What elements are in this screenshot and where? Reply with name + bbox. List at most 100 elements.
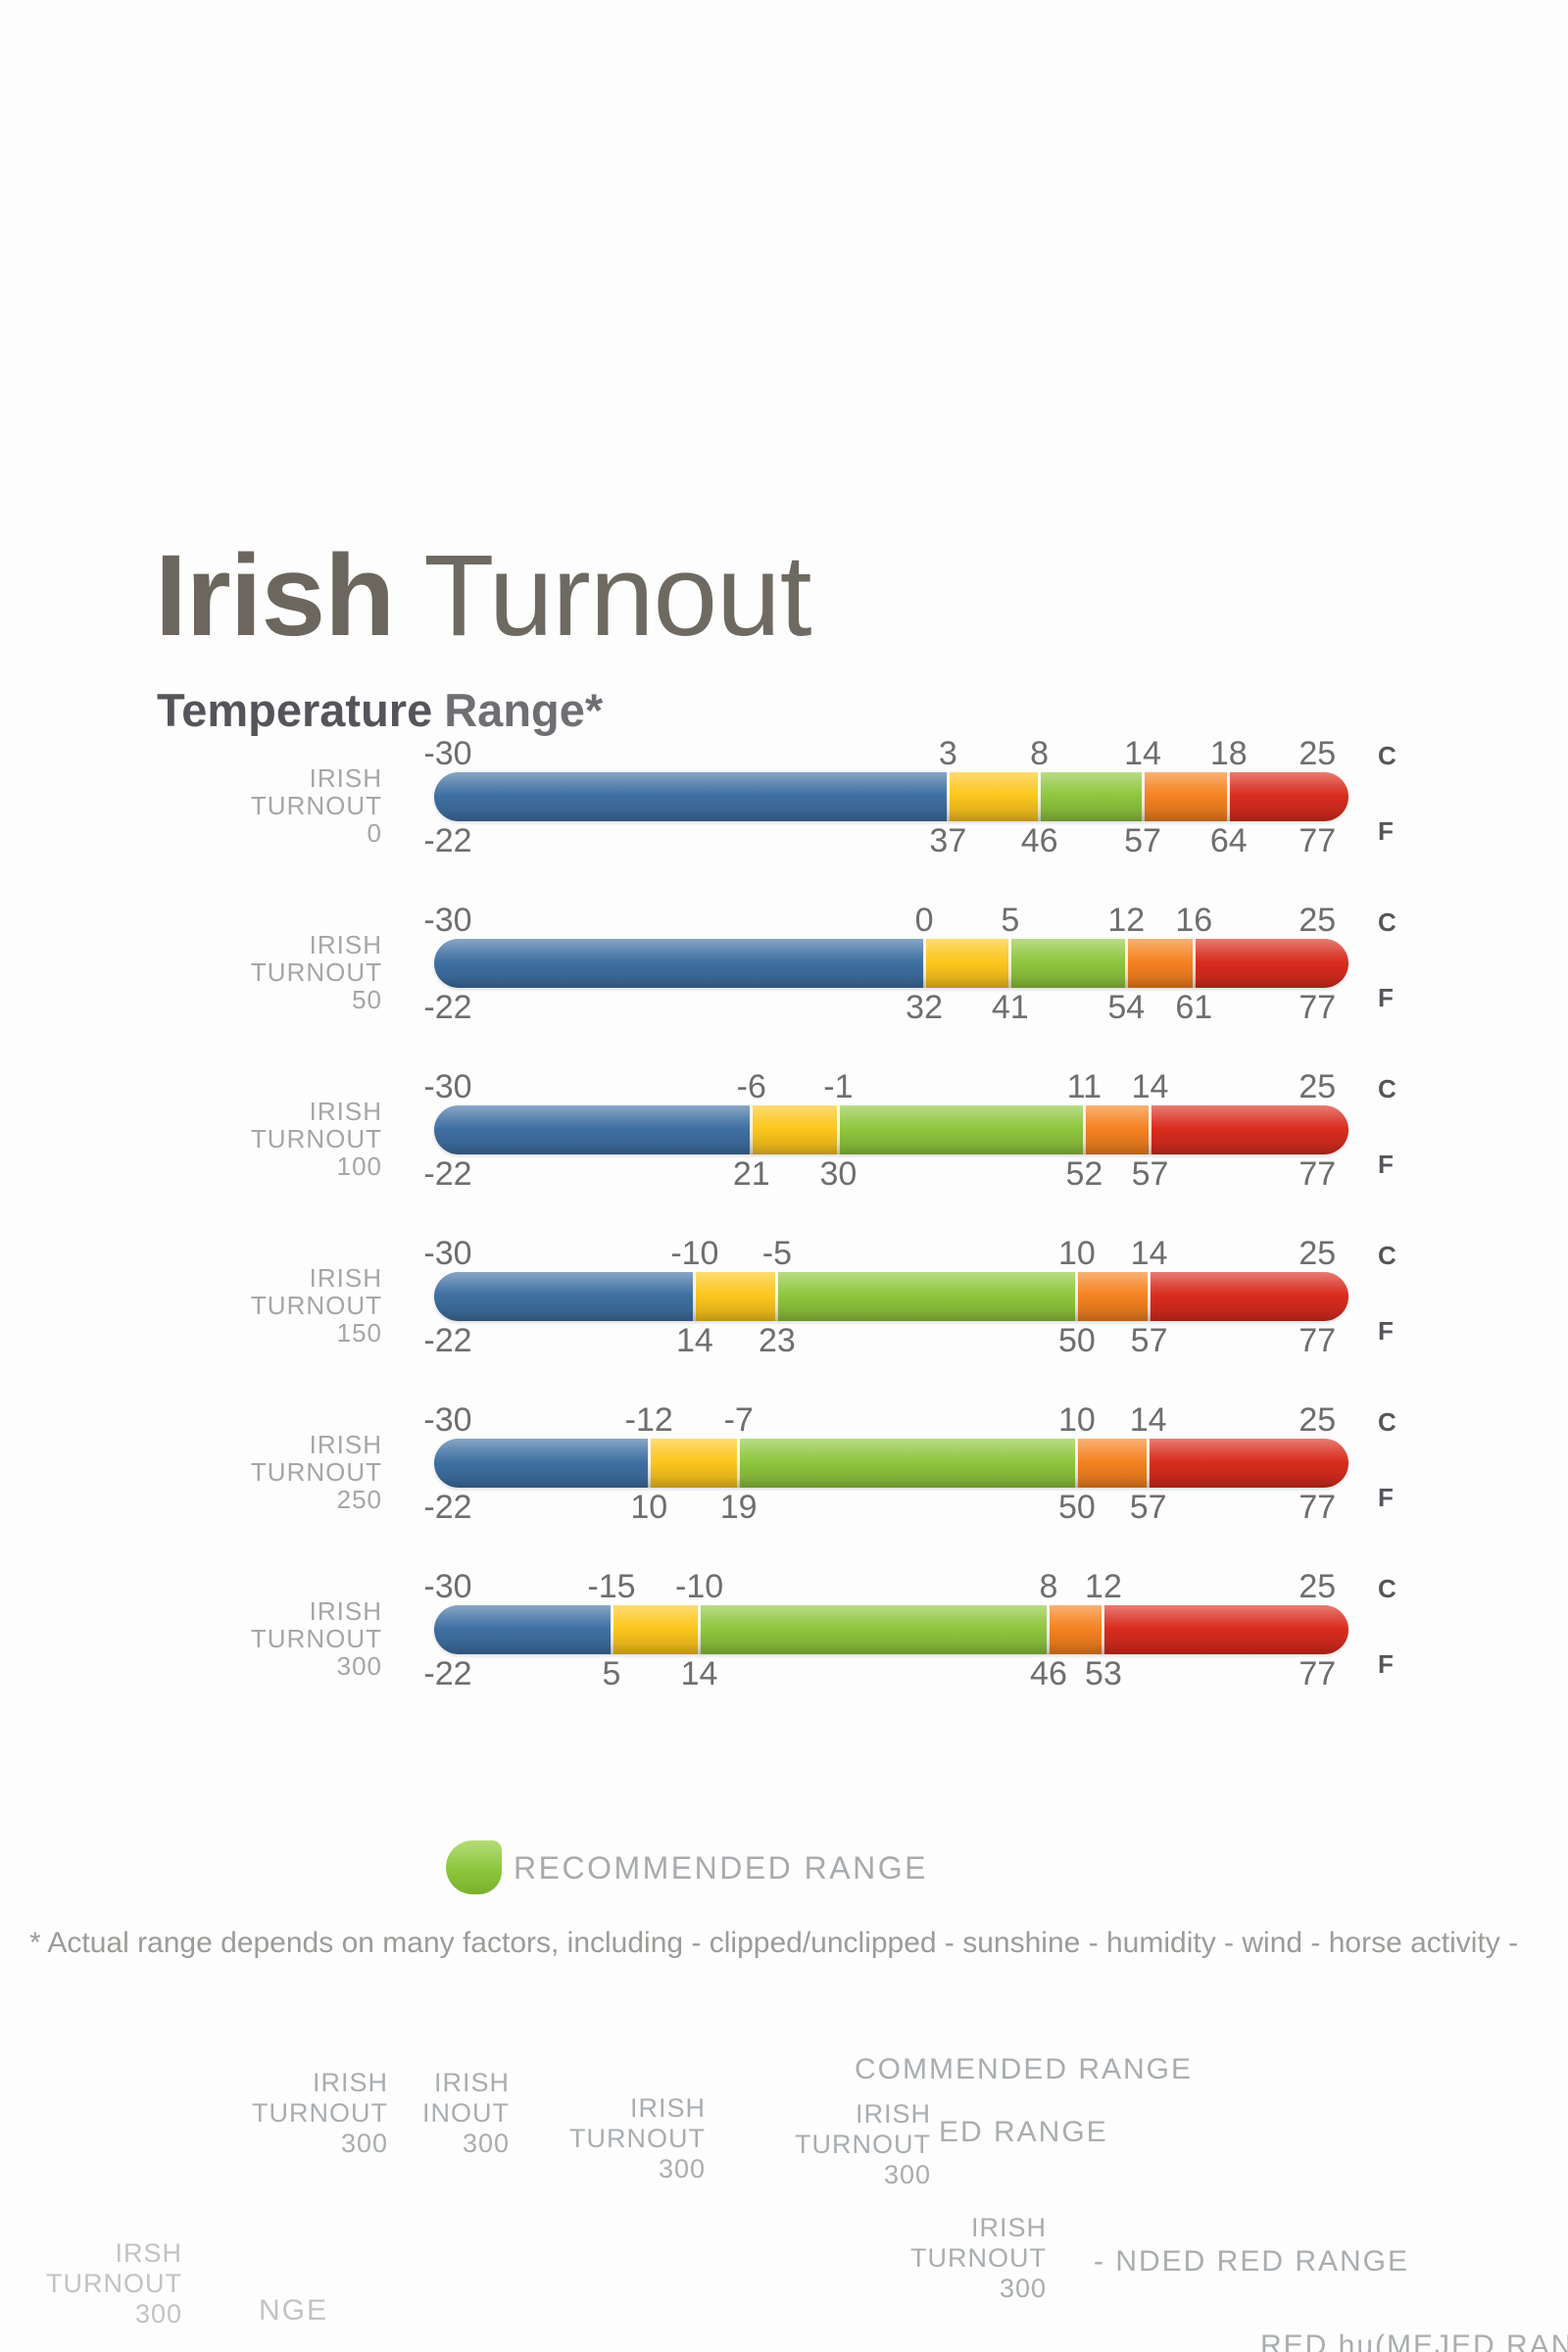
fahrenheit-value: 53 [1085, 1655, 1122, 1692]
product-label-line: 100 [336, 1152, 382, 1181]
ghost-text-line: TURNOUT [46, 2269, 182, 2298]
product-label-line: IRISH [309, 1097, 382, 1126]
celsius-value: 14 [1131, 1068, 1169, 1105]
product-label: IRISH TURNOUT 250 [157, 1431, 382, 1513]
fahrenheit-value: 21 [732, 1155, 770, 1193]
celsius-value: 25 [1298, 1401, 1337, 1439]
segment-yellow [694, 1272, 777, 1321]
ghost-text-line: 300 [134, 2299, 182, 2328]
fahrenheit-value: 37 [929, 822, 967, 859]
fahrenheit-value: 77 [1298, 822, 1337, 859]
product-label-line: 50 [352, 985, 382, 1014]
segment-divider [1148, 1272, 1152, 1321]
page-title-light: Turnout [423, 531, 811, 662]
ghost-text-line: IRISH [312, 2068, 388, 2097]
ghost-text: COMMENDED RANGE [855, 2053, 1194, 2085]
fahrenheit-value: 46 [1020, 822, 1058, 859]
celsius-unit-label: C [1378, 907, 1396, 937]
segment-green [1039, 772, 1144, 821]
segment-green [1009, 939, 1127, 988]
celsius-value: 3 [938, 735, 957, 772]
product-label-line: TURNOUT [250, 791, 382, 820]
fahrenheit-value: 77 [1298, 1655, 1337, 1692]
segment-red [1194, 939, 1348, 988]
ghost-text: ED RANGE [939, 2116, 1108, 2148]
product-label-line: TURNOUT [250, 1624, 382, 1653]
product-label-line: 300 [336, 1651, 382, 1681]
celsius-value: -1 [823, 1068, 854, 1105]
celsius-value: 5 [1001, 902, 1020, 939]
celsius-value: 18 [1209, 735, 1248, 772]
celsius-value: 10 [1057, 1235, 1096, 1272]
fahrenheit-value: -22 [423, 822, 472, 859]
celsius-value: 12 [1085, 1568, 1122, 1605]
fahrenheit-value: 57 [1129, 1489, 1167, 1526]
celsius-unit-label: C [1378, 1241, 1396, 1270]
ghost-text-line: IRISH [970, 2213, 1047, 2242]
bar-gloss [434, 1105, 1348, 1154]
ghost-text-line: 300 [462, 2129, 510, 2158]
segment-divider [1124, 939, 1128, 988]
fahrenheit-unit-label: F [1378, 1483, 1394, 1512]
fahrenheit-value: 64 [1209, 822, 1248, 859]
segment-divider [775, 1272, 779, 1321]
product-label-line: 150 [336, 1318, 382, 1348]
segment-divider [1038, 772, 1042, 821]
fahrenheit-value: 61 [1175, 989, 1213, 1026]
segment-divider [1147, 1439, 1151, 1488]
product-label-line: IRISH [309, 1430, 382, 1459]
celsius-value: 0 [914, 902, 934, 939]
segment-red [1102, 1605, 1348, 1654]
bar-gloss [434, 772, 1348, 821]
segment-divider [737, 1439, 741, 1488]
celsius-value: -10 [670, 1235, 719, 1272]
section-subtitle: Temperature Range* [157, 687, 603, 733]
ghost-text-line: TURNOUT [252, 2098, 388, 2128]
segment-green [838, 1105, 1085, 1154]
celsius-value: 25 [1298, 1068, 1337, 1105]
celsius-value: -7 [723, 1401, 754, 1439]
fahrenheit-value: 30 [819, 1155, 858, 1193]
segment-red [1228, 772, 1348, 821]
product-label-line: 250 [336, 1485, 382, 1514]
temperature-bar [434, 1439, 1348, 1488]
segment-orange [1084, 1105, 1151, 1154]
celsius-value: -30 [423, 1401, 472, 1439]
fahrenheit-value: 14 [680, 1655, 718, 1692]
segment-yellow [924, 939, 1010, 988]
segment-red [1150, 1105, 1348, 1154]
segment-divider [647, 1439, 651, 1488]
celsius-value: -30 [423, 902, 472, 939]
product-label-line: TURNOUT [250, 1124, 382, 1153]
ghost-text: IRISH TURNOUT 300 [851, 2213, 1047, 2304]
fahrenheit-value: 46 [1030, 1655, 1067, 1692]
fahrenheit-value: -22 [423, 989, 472, 1026]
fahrenheit-value: 14 [675, 1322, 713, 1359]
ghost-text: IRSH TURNOUT 300 [0, 2238, 182, 2329]
fahrenheit-value: 19 [719, 1489, 758, 1526]
celsius-unit-label: C [1378, 1074, 1396, 1103]
legend-label: RECOMMENDED RANGE [514, 1850, 928, 1886]
subtitle-light: Range* [444, 684, 604, 736]
celsius-value: 25 [1298, 1568, 1337, 1605]
celsius-value: 11 [1066, 1068, 1102, 1105]
segment-divider [1047, 1605, 1051, 1654]
bar-gloss [434, 1439, 1348, 1488]
bar-gloss [434, 1272, 1348, 1321]
celsius-value: -15 [587, 1568, 636, 1605]
segment-orange [1076, 1439, 1149, 1488]
temperature-bar [434, 1272, 1348, 1321]
segment-divider [750, 1105, 754, 1154]
segment-divider [1075, 1439, 1079, 1488]
fahrenheit-value: 57 [1130, 1322, 1168, 1359]
segment-orange [1126, 939, 1195, 988]
celsius-value: -30 [423, 1568, 472, 1605]
celsius-value: 14 [1129, 1401, 1167, 1439]
bar-gloss [434, 939, 1348, 988]
product-label-line: IRISH [309, 763, 382, 793]
recommended-range-swatch [446, 1840, 502, 1894]
segment-yellow [612, 1605, 700, 1654]
fahrenheit-value: 57 [1131, 1155, 1169, 1193]
